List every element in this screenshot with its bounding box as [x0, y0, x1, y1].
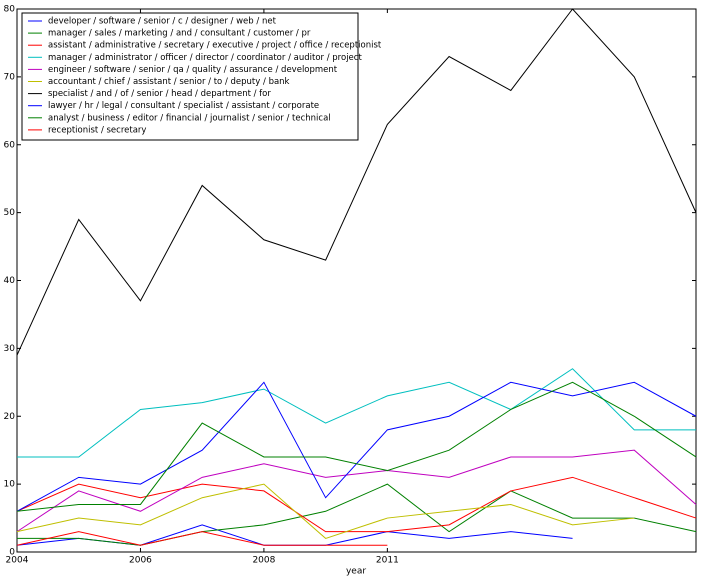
legend-label: manager / administrator / officer / dire… [48, 53, 362, 63]
x-tick-label: 2011 [376, 556, 399, 566]
legend-label: assistant / administrative / secretary /… [48, 41, 382, 51]
x-tick-label: 2006 [129, 556, 152, 566]
y-tick-label: 10 [4, 480, 16, 490]
x-axis-label: year [346, 567, 366, 577]
series-line [16, 476, 697, 533]
y-tick-label: 20 [4, 412, 16, 422]
series-line [16, 524, 573, 546]
legend-label: manager / sales / marketing / and / cons… [48, 29, 311, 39]
x-tick-label: 2004 [6, 556, 29, 566]
legend-label: developer / software / senior / c / desi… [48, 17, 277, 27]
series-line [17, 483, 697, 546]
series-line [16, 483, 635, 539]
series-line [16, 381, 697, 512]
legend-label: specialist / and / of / senior / head / … [48, 89, 271, 99]
x-tick-label: 2008 [252, 556, 275, 566]
series-line [16, 531, 388, 546]
legend-label: analyst / business / editor / financial … [48, 113, 331, 123]
series-line [16, 8, 697, 356]
y-tick-label: 80 [4, 5, 16, 15]
y-tick-label: 0 [9, 548, 15, 558]
series-line [16, 449, 697, 533]
legend-label: engineer / software / senior / qa / qual… [48, 65, 338, 75]
legend-label: receptionist / secretary [48, 125, 146, 135]
legend: developer / software / senior / c / desi… [21, 12, 382, 141]
y-tick-label: 70 [4, 72, 16, 82]
y-tick-label: 30 [4, 344, 16, 354]
legend-frame [21, 12, 359, 141]
y-tick-label: 60 [4, 140, 16, 150]
legend-label: accountant / chief / assistant / senior … [48, 77, 290, 87]
series-line [16, 381, 697, 512]
series-line [17, 368, 696, 458]
y-tick-label: 40 [4, 276, 16, 286]
legend-label: lawyer / hr / legal / consultant / speci… [48, 101, 319, 111]
y-tick-label: 50 [4, 208, 16, 218]
